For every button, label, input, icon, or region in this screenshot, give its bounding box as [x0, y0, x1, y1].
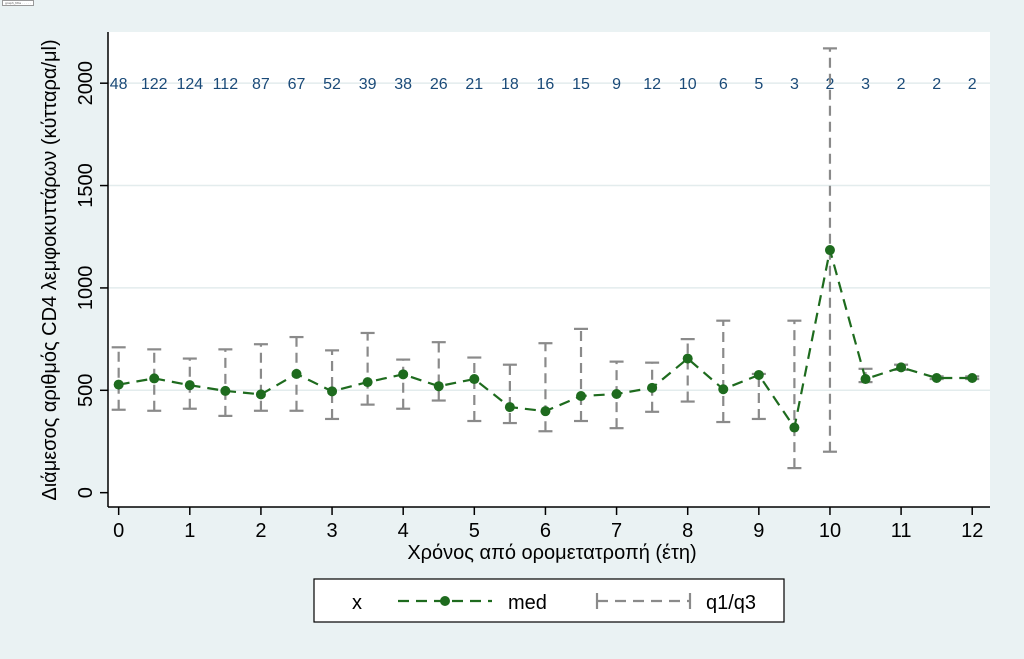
median-point — [576, 391, 587, 402]
count-label: 48 — [110, 76, 128, 93]
count-label: 122 — [141, 76, 168, 93]
median-point — [362, 377, 373, 388]
y-tick-label: 2000 — [75, 61, 97, 106]
count-label: 3 — [861, 76, 870, 93]
count-label: 39 — [359, 76, 377, 93]
x-tick-label: 0 — [113, 520, 124, 542]
median-point — [611, 388, 622, 399]
median-point — [682, 353, 693, 364]
count-label: 52 — [323, 76, 341, 93]
count-label: 3 — [790, 76, 799, 93]
count-labels: 48 122 124 112 87 67 52 39 38 26 21 18 16 15 9 12 10 6 5 3 2… — [110, 76, 977, 93]
median-point — [647, 382, 658, 393]
x-tick-label: 3 — [326, 520, 337, 542]
x-tick-label: 4 — [398, 520, 409, 542]
y-tick-label: 500 — [75, 374, 97, 407]
window-caption: graph_title · · · · · — [2, 0, 34, 6]
count-label: 18 — [501, 76, 519, 93]
count-label: 38 — [394, 76, 412, 93]
median-point — [753, 369, 764, 380]
median-point — [113, 379, 124, 390]
count-label: 67 — [288, 76, 306, 93]
median-point — [255, 389, 266, 400]
x-tick-label: 11 — [891, 520, 912, 542]
x-tick-label: 1 — [184, 520, 195, 542]
x-tick-label: 8 — [682, 520, 693, 542]
median-point — [967, 373, 978, 384]
count-label: 6 — [719, 76, 728, 93]
median-point — [718, 384, 729, 395]
count-label: 5 — [754, 76, 763, 93]
legend-med-marker — [440, 596, 450, 606]
gridlines — [108, 82, 990, 392]
plot-area — [108, 32, 990, 507]
legend-label-x: x — [352, 592, 362, 614]
y-tick-label: 0 — [75, 487, 97, 498]
median-point — [184, 380, 195, 391]
x-ticks: 0 1 2 3 4 5 6 7 8 9 10 11 12 — [113, 507, 983, 542]
legend-label-q1q3: q1/q3 — [706, 592, 756, 614]
x-tick-label: 6 — [540, 520, 551, 542]
count-label: 112 — [213, 76, 239, 93]
count-label: 26 — [430, 76, 448, 93]
count-label: 12 — [643, 76, 661, 93]
count-label: 21 — [465, 76, 483, 93]
y-tick-label: 1500 — [75, 163, 97, 208]
count-label: 9 — [612, 76, 621, 93]
median-point — [540, 406, 551, 417]
legend-box — [313, 578, 785, 623]
x-tick-label: 7 — [611, 520, 622, 542]
median-point — [327, 386, 338, 397]
median-point — [860, 374, 871, 385]
median-point — [433, 381, 444, 392]
median-point — [789, 422, 800, 433]
count-label: 87 — [252, 76, 270, 93]
x-tick-label: 10 — [819, 520, 841, 542]
x-tick-label: 12 — [961, 520, 983, 542]
median-point — [291, 368, 302, 379]
count-label: 2 — [932, 76, 941, 93]
median-point — [824, 245, 835, 256]
count-label: 124 — [176, 76, 203, 93]
median-point — [149, 373, 160, 384]
median-point — [504, 402, 515, 413]
count-label: 15 — [572, 76, 590, 93]
median-point — [931, 373, 942, 384]
count-label: 16 — [537, 76, 555, 93]
median-point — [469, 374, 480, 385]
legend-label-med: med — [508, 592, 547, 614]
x-axis-title: Χρόνος από ορομετατροπή (έτη) — [407, 542, 696, 564]
median-series — [113, 245, 978, 433]
count-label: 10 — [679, 76, 697, 93]
legend: x med q1/q3 — [313, 578, 785, 623]
y-ticks: 0 500 1000 1500 2000 — [75, 61, 108, 498]
y-axis-title: Διάμεσος αριθμός CD4 λεμφοκυττάρων (κύττ… — [39, 39, 61, 500]
median-point — [220, 385, 231, 396]
x-tick-label: 9 — [753, 520, 764, 542]
median-point — [896, 362, 907, 373]
y-tick-label: 1000 — [75, 266, 97, 311]
x-tick-label: 2 — [255, 520, 266, 542]
count-label: 2 — [968, 76, 977, 93]
median-point — [398, 369, 409, 380]
count-label: 2 — [897, 76, 906, 93]
count-label: 2 — [826, 76, 835, 93]
x-tick-label: 5 — [469, 520, 480, 542]
